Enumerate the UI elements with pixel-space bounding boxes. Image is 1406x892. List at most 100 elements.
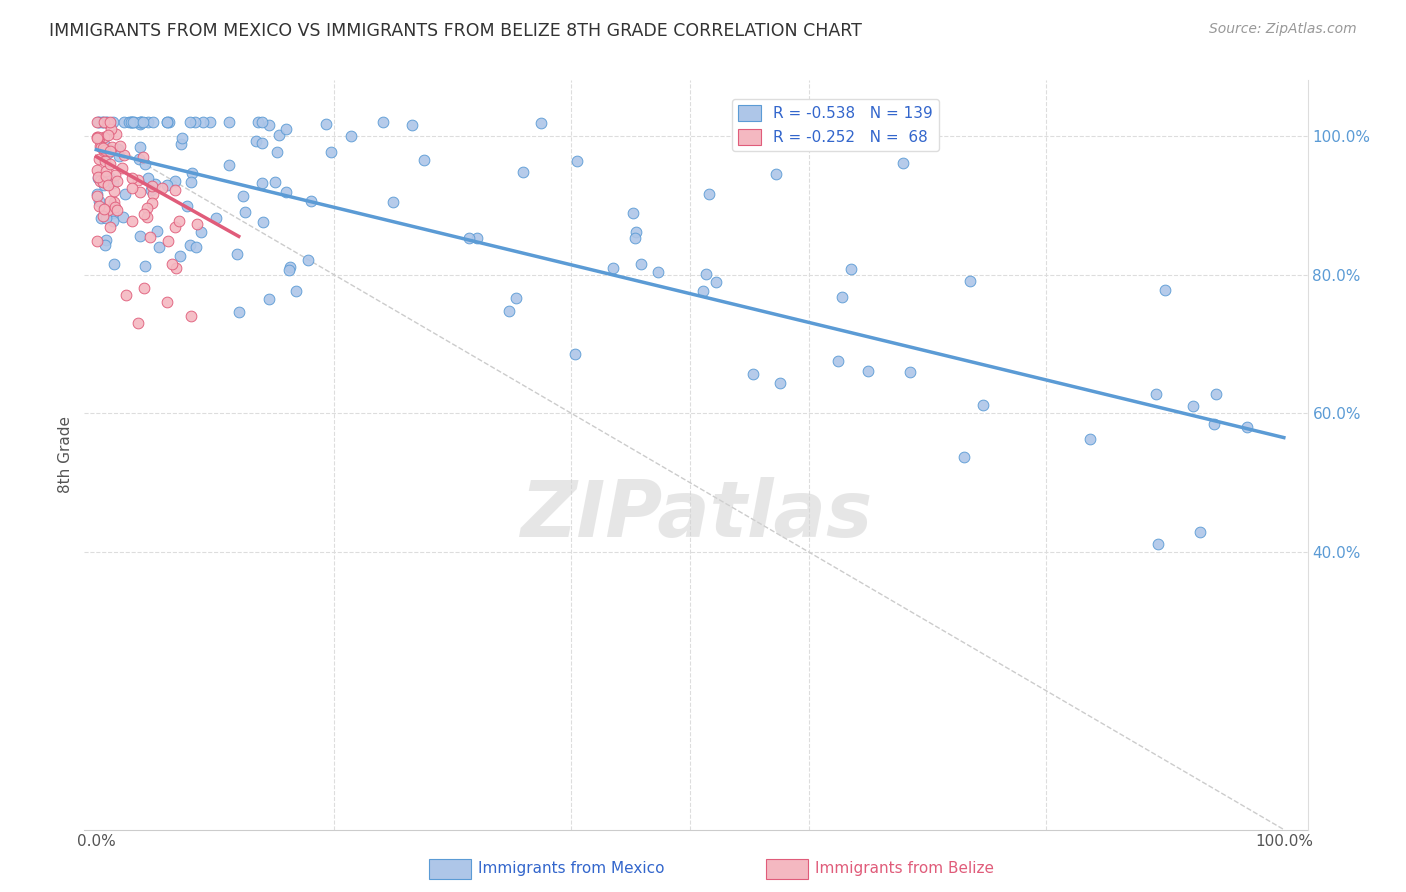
Legend: R = -0.538   N = 139, R = -0.252   N =  68: R = -0.538 N = 139, R = -0.252 N = 68: [733, 99, 939, 151]
Point: [285, 284, 308, 298]
Point: [180, 165, 202, 179]
Point: [371, 115, 394, 129]
Point: [1181, 399, 1204, 413]
Point: [132, 281, 155, 295]
Point: [93, 129, 115, 144]
Point: [97, 128, 120, 143]
Point: [193, 115, 215, 129]
Point: [122, 115, 145, 129]
Point: [297, 252, 319, 267]
Point: [165, 261, 187, 276]
Point: [93, 115, 115, 129]
Point: [103, 257, 125, 271]
Point: [94, 233, 117, 247]
Point: [141, 179, 163, 194]
Point: [150, 180, 173, 194]
Point: [136, 201, 159, 215]
Point: [139, 230, 162, 244]
Point: [163, 183, 186, 197]
Point: [765, 167, 787, 181]
Point: [96, 169, 118, 183]
Point: [959, 274, 981, 288]
Point: [692, 284, 714, 298]
Point: [98, 157, 121, 171]
Point: [96, 178, 118, 192]
Point: [100, 122, 122, 136]
Point: [1205, 387, 1227, 401]
Point: [104, 200, 127, 214]
Point: [101, 214, 124, 228]
Point: [156, 178, 179, 193]
Point: [170, 137, 193, 152]
Point: [278, 260, 301, 275]
Point: [184, 115, 207, 129]
Point: [512, 165, 534, 179]
Point: [94, 115, 117, 129]
Point: [953, 450, 976, 464]
Point: [169, 249, 191, 263]
Point: [121, 214, 143, 228]
Point: [100, 115, 122, 129]
Point: [467, 231, 489, 245]
Point: [245, 134, 267, 148]
Point: [129, 115, 152, 129]
Point: [86, 129, 108, 144]
Point: [146, 224, 169, 238]
Point: [141, 195, 163, 210]
Point: [266, 145, 288, 160]
Point: [695, 267, 717, 281]
Point: [87, 171, 110, 186]
Point: [97, 116, 120, 130]
Point: [121, 181, 143, 195]
Point: [135, 211, 157, 225]
Point: [118, 115, 141, 129]
Point: [630, 257, 652, 271]
Point: [156, 115, 179, 129]
Point: [103, 177, 125, 191]
Point: [321, 145, 343, 160]
Point: [458, 231, 481, 245]
Point: [115, 288, 138, 302]
Point: [128, 228, 150, 243]
Y-axis label: 8th Grade: 8th Grade: [58, 417, 73, 493]
Point: [148, 240, 170, 254]
Point: [160, 258, 183, 272]
Point: [134, 207, 156, 221]
Point: [93, 209, 115, 223]
Point: [530, 116, 553, 130]
Point: [898, 365, 921, 379]
Point: [87, 130, 110, 145]
Point: [250, 136, 273, 150]
Point: [157, 115, 180, 129]
Point: [87, 130, 110, 145]
Point: [250, 176, 273, 190]
Point: [176, 199, 198, 213]
Point: [263, 175, 285, 189]
Point: [103, 195, 125, 210]
Point: [91, 176, 114, 190]
Point: [156, 295, 179, 310]
Point: [93, 145, 115, 159]
Point: [226, 246, 249, 260]
Point: [104, 168, 127, 182]
Point: [121, 115, 143, 129]
Point: [103, 200, 125, 214]
Point: [90, 211, 112, 226]
Point: [972, 399, 994, 413]
Point: [1202, 417, 1225, 431]
Point: [839, 262, 862, 277]
Point: [111, 161, 134, 175]
Point: [232, 188, 254, 202]
Point: [120, 115, 142, 129]
Point: [100, 139, 122, 153]
Point: [94, 164, 117, 178]
Point: [1144, 387, 1167, 401]
Point: [768, 376, 790, 391]
Point: [120, 115, 142, 129]
Point: [110, 139, 132, 153]
Text: Immigrants from Mexico: Immigrants from Mexico: [478, 862, 665, 876]
Point: [157, 235, 180, 249]
Point: [169, 214, 191, 228]
Point: [86, 115, 108, 129]
Point: [112, 148, 135, 162]
